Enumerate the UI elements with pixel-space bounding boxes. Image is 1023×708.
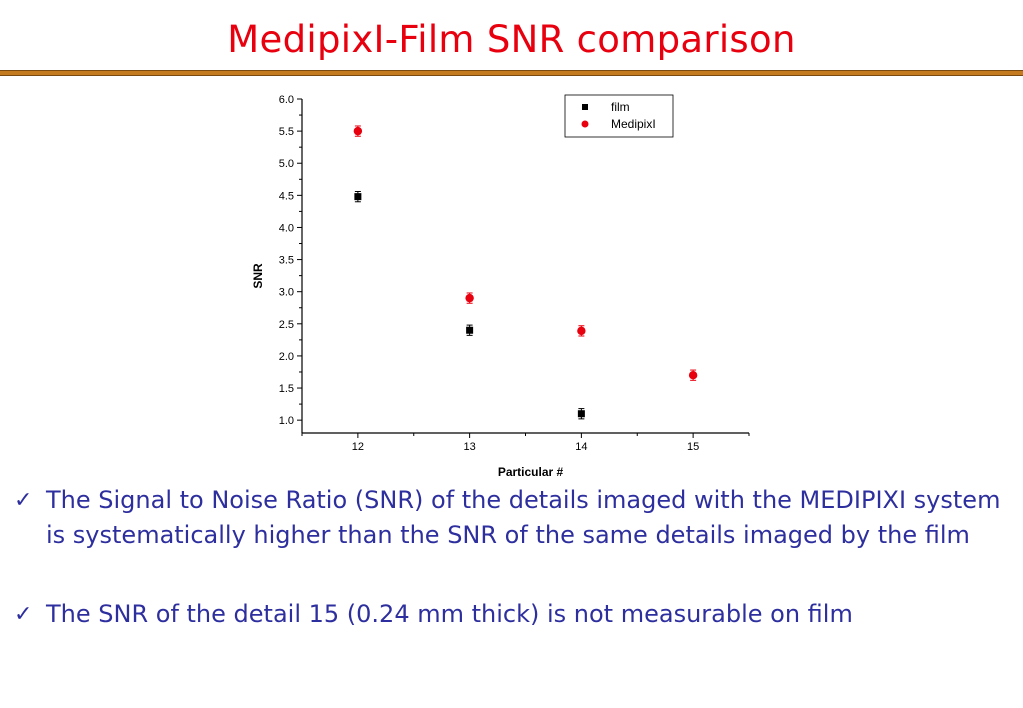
- x-tick-label: 12: [352, 441, 364, 453]
- data-point-medipixi: [353, 126, 363, 136]
- y-tick-label: 4.0: [279, 222, 294, 234]
- legend-marker-medipixi: [581, 120, 589, 128]
- y-tick-label: 4.5: [279, 190, 294, 202]
- y-axis-label: SNR: [251, 263, 265, 289]
- x-tick-label: 14: [575, 441, 587, 453]
- y-tick-label: 3.5: [279, 255, 294, 267]
- check-icon: ✓: [14, 488, 33, 513]
- x-tick-label: 13: [464, 441, 476, 453]
- bullet-item: ✓ The Signal to Noise Ratio (SNR) of the…: [14, 483, 1004, 553]
- data-point-film: [466, 326, 474, 334]
- slide-title: MedipixI-Film SNR comparison: [227, 18, 796, 61]
- data-point-medipixi: [577, 326, 586, 336]
- legend-label: film: [611, 100, 630, 114]
- legend-marker-film: [582, 104, 588, 110]
- y-tick-label: 5.0: [279, 158, 294, 170]
- data-point-medipixi: [688, 370, 698, 380]
- x-tick-label: 15: [687, 441, 699, 453]
- data-point-medipixi: [465, 293, 474, 303]
- y-tick-label: 3.0: [279, 287, 294, 299]
- x-axis-label: Particular #: [498, 465, 564, 479]
- y-tick-label: 6.0: [279, 94, 294, 106]
- bullet-text: The Signal to Noise Ratio (SNR) of the d…: [46, 486, 1001, 549]
- check-icon: ✓: [14, 602, 33, 627]
- title-divider: [0, 70, 1023, 76]
- bullet-item: ✓ The SNR of the detail 15 (0.24 mm thic…: [14, 597, 1004, 632]
- y-tick-label: 5.5: [279, 126, 294, 138]
- data-point-film: [354, 193, 362, 201]
- y-tick-label: 2.5: [279, 319, 294, 331]
- legend-label: MedipixI: [611, 117, 656, 131]
- bullet-list: ✓ The Signal to Noise Ratio (SNR) of the…: [14, 483, 1004, 632]
- y-tick-label: 1.0: [279, 415, 294, 427]
- bullet-text: The SNR of the detail 15 (0.24 mm thick)…: [46, 600, 853, 628]
- y-tick-label: 2.0: [279, 351, 294, 363]
- y-tick-label: 1.5: [279, 383, 294, 395]
- data-point-film: [577, 410, 585, 418]
- legend-box: [564, 94, 674, 138]
